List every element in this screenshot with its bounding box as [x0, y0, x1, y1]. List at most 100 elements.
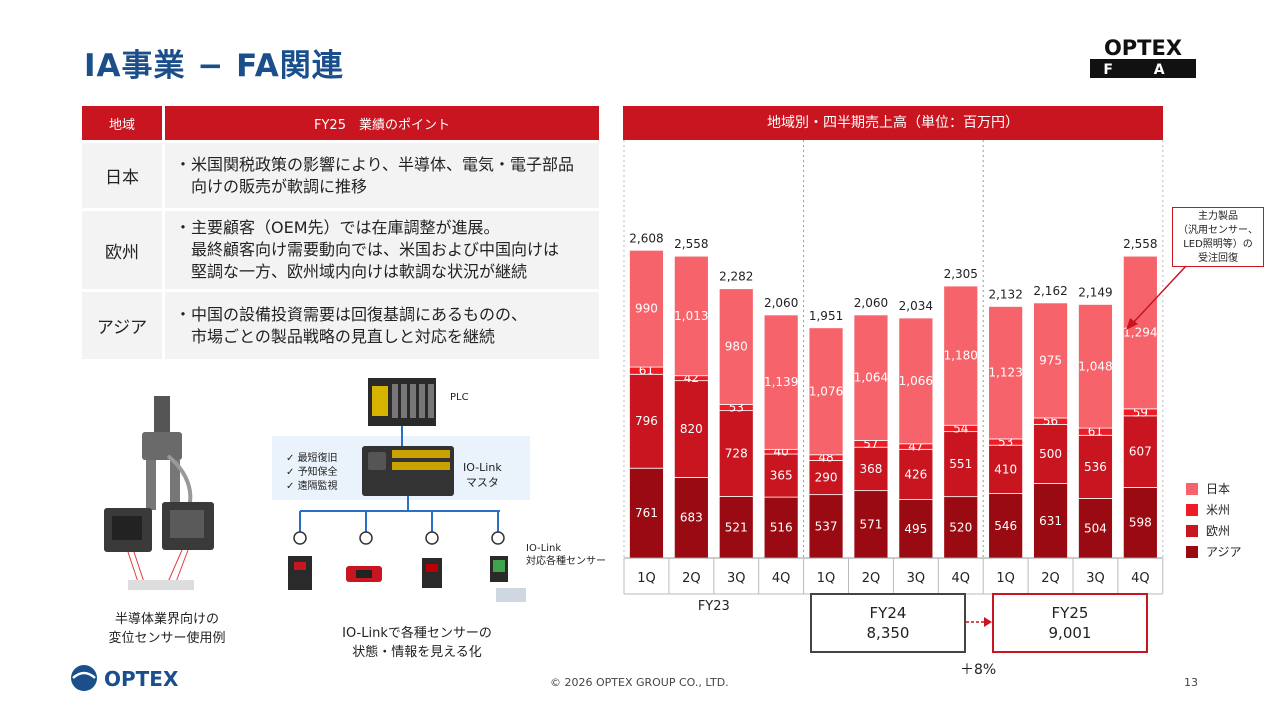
bar-segment — [1033, 483, 1068, 559]
segment-label: 683 — [680, 511, 703, 525]
bar-segment — [853, 314, 889, 441]
fy-value: 9,001 — [1048, 624, 1092, 642]
category-tick-label: 3Q — [1086, 571, 1105, 586]
region-cell: 日本 — [82, 140, 165, 208]
segment-label: 368 — [859, 462, 882, 476]
chart-header: 地域別・四半期売上高（単位：百万円） — [623, 106, 1163, 140]
bar-segment — [1078, 498, 1113, 559]
optex-logo: OPTEX — [71, 665, 179, 691]
growth-rate: ＋8% — [960, 662, 997, 678]
total-label: 2,558 — [674, 237, 708, 251]
segment-label: 521 — [725, 520, 748, 534]
point-line: ・中国の設備投資需要は回復基調にあるものの、 — [175, 304, 528, 324]
total-label: 1,951 — [809, 309, 843, 323]
segment-label: 631 — [1039, 514, 1062, 528]
total-label: 2,282 — [719, 270, 753, 284]
segment-label: 796 — [635, 414, 658, 428]
benefit-checklist: ✓ 最短復旧 ✓ 予知保全 ✓ 遠隔監視 — [286, 452, 338, 494]
category-tick-label: 3Q — [727, 571, 746, 586]
legend-swatch — [1186, 504, 1198, 516]
segment-label: 504 — [1084, 521, 1107, 535]
category-tick-label: 4Q — [951, 571, 970, 586]
chart-legend: 日本 米州 欧州 アジア — [1186, 480, 1266, 570]
page-title: IA事業 − FA関連 — [84, 48, 344, 84]
segment-label: 536 — [1084, 460, 1107, 474]
callout-arrow — [1126, 265, 1187, 330]
segment-label: 1,180 — [944, 349, 978, 363]
bar-segment — [629, 373, 664, 469]
legend-label: 米州 — [1206, 503, 1231, 517]
table-header-region: 地域 — [82, 106, 165, 140]
optex-fa-logo: OPTEX F A — [1090, 36, 1196, 78]
segment-label: 1,064 — [854, 371, 888, 385]
segment-label: 980 — [725, 340, 748, 354]
group-label: FY23 — [698, 599, 730, 610]
bar-segment — [718, 288, 754, 405]
bar-segment — [629, 249, 664, 368]
bar-segment — [1122, 255, 1158, 410]
bar-segment — [808, 327, 844, 456]
table-header-points: FY25 業績のポイント — [165, 106, 599, 140]
fy25-total-box: FY25 9,001 — [992, 593, 1148, 653]
bar-segment — [898, 448, 934, 500]
iolink-master-label: IO-Link マスタ — [463, 460, 502, 490]
total-label: 2,034 — [899, 299, 933, 313]
segment-label: 1,139 — [764, 375, 798, 389]
quarterly-sales-chart: 761796619902,6081Q683820421,0132,5582Q52… — [623, 140, 1164, 610]
segment-label: 1,048 — [1078, 359, 1112, 373]
category-tick-label: 2Q — [682, 571, 701, 586]
label-line: IO-Link — [463, 461, 502, 474]
callout-line: 主力製品 — [1198, 211, 1238, 222]
bar-segment — [1078, 434, 1113, 499]
bar-segment — [763, 453, 799, 498]
segment-label: 820 — [680, 422, 703, 436]
checklist-text: 予知保全 — [297, 467, 338, 478]
bar-segment — [853, 446, 889, 492]
caption-iolink: IO-Linkで各種センサーの 状態・情報を見える化 — [322, 624, 512, 662]
segment-label: 495 — [904, 522, 927, 536]
category-tick-label: 1Q — [817, 571, 836, 586]
segment-label: 546 — [994, 519, 1017, 533]
fy-label: FY25 — [1051, 604, 1089, 622]
check-icon: ✓ — [286, 481, 298, 492]
bar-segment — [898, 499, 934, 559]
callout-line: （汎用センサー、 — [1178, 225, 1258, 236]
check-icon: ✓ — [286, 467, 298, 478]
points-cell: ・中国の設備投資需要は回復基調にあるものの、 市場ごとの製品戦略の見直しと対応を… — [165, 289, 599, 359]
legend-label: 欧州 — [1206, 524, 1231, 538]
checklist-text: 最短復旧 — [297, 453, 338, 464]
points-cell: ・米国関税政策の影響により、半導体、電気・電子部品 向けの販売が軟調に推移 — [165, 140, 599, 208]
total-label: 2,132 — [988, 287, 1022, 301]
point-line: 最終顧客向け需要動向では、米国および中国向けは — [175, 240, 560, 259]
copyright: © 2026 OPTEX GROUP CO., LTD. — [550, 676, 729, 689]
segment-label: 990 — [635, 302, 658, 316]
total-label: 2,608 — [629, 231, 663, 245]
total-label: 2,060 — [764, 296, 798, 310]
caption-line: IO-Linkで各種センサーの — [342, 626, 492, 641]
performance-points-table: 地域 FY25 業績のポイント 日本 ・米国関税政策の影響により、半導体、電気・… — [82, 106, 599, 359]
label-line: 対応各種センサー — [526, 556, 606, 567]
bar-segment — [988, 444, 1024, 494]
bar-segment — [763, 496, 799, 559]
segment-label: 551 — [949, 457, 972, 471]
checklist-item: ✓ 最短復旧 — [286, 452, 338, 466]
segment-label: 1,076 — [809, 384, 843, 398]
segment-label: 516 — [770, 521, 793, 535]
bar-segment — [898, 317, 934, 445]
category-tick-label: 1Q — [637, 571, 656, 586]
segment-label: 1,066 — [899, 374, 933, 388]
bar-segment — [1122, 415, 1158, 488]
legend-label: アジア — [1206, 545, 1242, 559]
segment-label: 426 — [904, 467, 927, 481]
bar-segment — [943, 285, 979, 426]
category-tick-label: 4Q — [1131, 571, 1150, 586]
growth-arrow — [966, 617, 992, 627]
bar-segment — [808, 460, 844, 496]
plc-label: PLC — [450, 392, 469, 403]
caption-line: 変位センサー使用例 — [108, 631, 226, 646]
region-cell: 欧州 — [82, 208, 165, 289]
segment-label: 607 — [1129, 445, 1152, 459]
callout-box: 主力製品 （汎用センサー、 LED照明等）の 受注回復 — [1172, 207, 1264, 267]
region-cell: アジア — [82, 289, 165, 359]
bar-segment — [943, 431, 979, 498]
